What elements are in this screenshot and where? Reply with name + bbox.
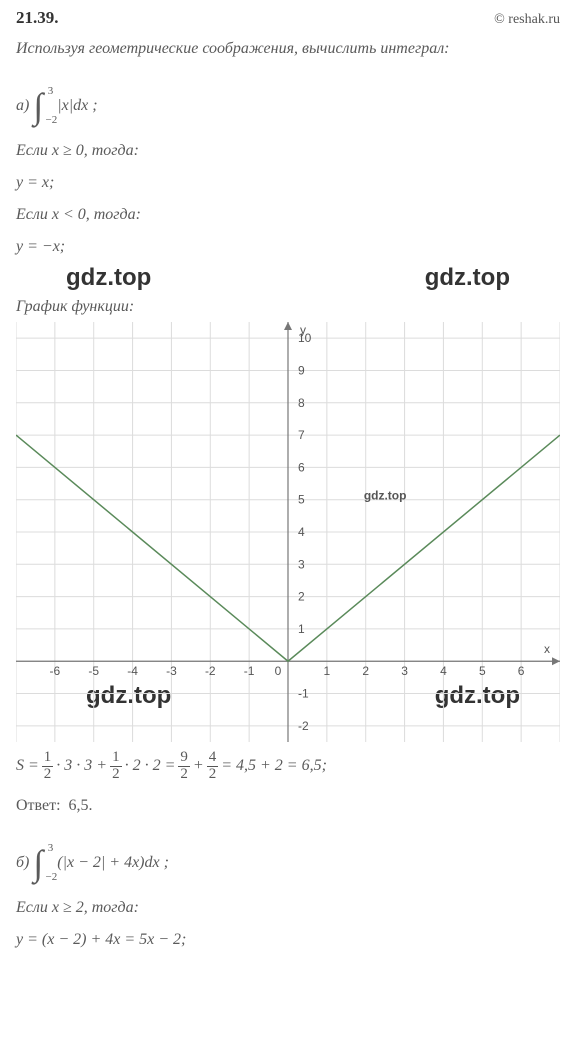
int-upper-b: 3	[48, 843, 54, 854]
watermark-row-1: gdz.top gdz.top	[16, 264, 560, 292]
frac-3: 92	[178, 750, 190, 783]
svg-text:3: 3	[298, 557, 305, 571]
answer-a: Ответ: 6,5.	[16, 797, 560, 815]
part-b-letter: б)	[16, 854, 29, 872]
svg-text:-5: -5	[88, 664, 99, 678]
chart-svg: -6-5-4-3-2-10123456-2-112345678910xygdz.…	[16, 322, 560, 742]
svg-text:-6: -6	[50, 664, 61, 678]
formula-t4: = 4,5 + 2 = 6,5;	[221, 757, 327, 775]
svg-text:2: 2	[362, 664, 369, 678]
svg-text:8: 8	[298, 396, 305, 410]
svg-text:1: 1	[298, 622, 305, 636]
watermark: gdz.top	[425, 264, 510, 292]
formula-t2: · 2 · 2 =	[125, 757, 176, 775]
part-b-label: б) ∫ 3 −2 (|x − 2| + 4x)dx ;	[16, 845, 560, 881]
copyright: © reshak.ru	[494, 12, 560, 28]
integral-b: ∫ 3 −2 (|x − 2| + 4x)dx ;	[33, 845, 169, 881]
svg-text:x: x	[544, 642, 550, 656]
svg-text:9: 9	[298, 363, 305, 377]
integral-symbol: ∫ 3 −2	[33, 88, 43, 124]
part-a-label: а) ∫ 3 −2 |x|dx ;	[16, 88, 560, 124]
svg-text:y: y	[300, 323, 306, 337]
watermark: gdz.top	[66, 264, 151, 292]
svg-text:-2: -2	[205, 664, 216, 678]
integral-symbol: ∫ 3 −2	[33, 845, 43, 881]
int-lower: −2	[45, 115, 57, 126]
frac-2: 12	[110, 750, 122, 783]
svg-text:-1: -1	[298, 687, 309, 701]
area-formula: S = 12 · 3 · 3 + 12 · 2 · 2 = 92 + 42 = …	[16, 750, 560, 783]
svg-text:0: 0	[275, 664, 282, 678]
svg-text:4: 4	[298, 525, 305, 539]
case2-a: Если x < 0, тогда:	[16, 206, 560, 224]
intro-text: Используя геометрические соображения, вы…	[16, 40, 560, 58]
svg-text:7: 7	[298, 428, 305, 442]
formula-prefix: S =	[16, 757, 39, 775]
case1-a: Если x ≥ 0, тогда:	[16, 142, 560, 160]
header: 21.39. © reshak.ru	[16, 8, 560, 28]
problem-number: 21.39.	[16, 8, 59, 28]
int-lower-b: −2	[46, 872, 58, 883]
svg-text:-3: -3	[166, 664, 177, 678]
graph-a: -6-5-4-3-2-10123456-2-112345678910xygdz.…	[16, 322, 560, 742]
svg-text:4: 4	[440, 664, 447, 678]
frac-1: 12	[42, 750, 54, 783]
svg-text:-2: -2	[298, 719, 309, 733]
svg-text:5: 5	[479, 664, 486, 678]
integral-a: ∫ 3 −2 |x|dx ;	[33, 88, 97, 124]
svg-text:1: 1	[324, 664, 331, 678]
answer-label: Ответ:	[16, 797, 61, 814]
formula-t3: +	[193, 757, 204, 775]
svg-text:-1: -1	[244, 664, 255, 678]
svg-text:3: 3	[401, 664, 408, 678]
svg-text:2: 2	[298, 590, 305, 604]
frac-4: 42	[207, 750, 219, 783]
eq1-b: y = (x − 2) + 4x = 5x − 2;	[16, 931, 560, 949]
integrand-a: |x|dx ;	[57, 97, 97, 115]
graph-label: График функции:	[16, 298, 560, 316]
svg-text:gdz.top: gdz.top	[364, 489, 407, 503]
svg-text:5: 5	[298, 493, 305, 507]
svg-text:6: 6	[518, 664, 525, 678]
svg-text:6: 6	[298, 460, 305, 474]
integrand-b: (|x − 2| + 4x)dx ;	[57, 854, 169, 872]
part-a-letter: а)	[16, 97, 29, 115]
eq2-a: y = −x;	[16, 238, 65, 256]
int-upper: 3	[48, 86, 54, 97]
answer-value: 6,5.	[69, 797, 93, 814]
svg-text:-4: -4	[127, 664, 138, 678]
formula-t1: · 3 · 3 +	[56, 757, 107, 775]
eq1-a: y = x;	[16, 174, 560, 192]
case1-b: Если x ≥ 2, тогда:	[16, 899, 560, 917]
